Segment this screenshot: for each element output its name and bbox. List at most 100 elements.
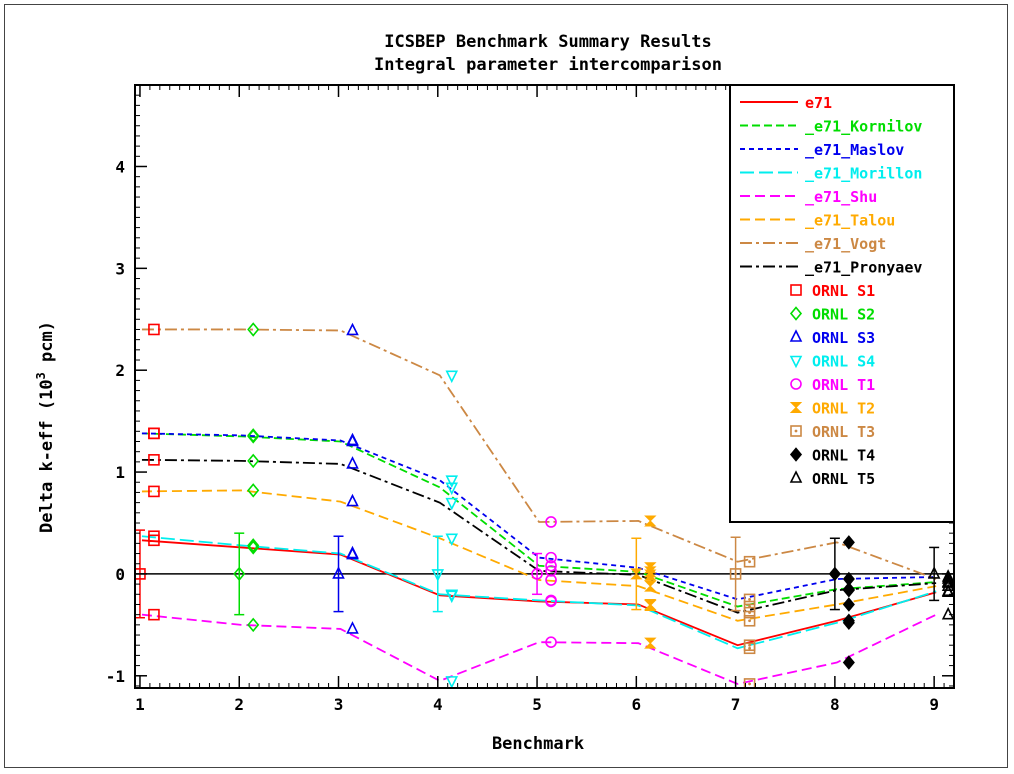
series-4-point-6 [743, 678, 756, 688]
series-2-point-4 [545, 551, 557, 564]
series-4-point-0-shape [148, 608, 160, 621]
experiment-marker-1-shape [233, 566, 246, 582]
series-6-point-0 [148, 323, 160, 336]
series-2-point-4-shape [545, 551, 557, 564]
series-4-point-4 [545, 636, 557, 648]
series-3-point-7-shape [842, 615, 855, 631]
experiment-marker-3 [431, 569, 445, 582]
series-6-point-6-shape [743, 555, 756, 568]
series-5-point-2-shape [346, 493, 359, 507]
x-tick-label-4: 5 [532, 695, 542, 714]
experiment-marker-5 [630, 568, 643, 580]
series-7-point-1-shape [247, 453, 260, 469]
legend-marker-1 [789, 306, 803, 321]
series-line-2 [141, 432, 937, 601]
series-3-point-2 [346, 545, 359, 559]
series-7-point-4 [545, 565, 557, 577]
series-4-point-2 [346, 621, 359, 634]
series-0-point-1-shape [247, 540, 260, 555]
legend-exp-label-5: ORNL T2 [812, 400, 875, 418]
legend-label-2: _e71_Maslov [805, 141, 904, 159]
experiment-point-1 [233, 532, 246, 616]
experiment-point-2 [332, 535, 345, 613]
series-4-point-8 [941, 606, 954, 620]
legend-exp-label-2: ORNL S3 [812, 329, 875, 347]
series-6-point-0-shape [148, 323, 160, 336]
series-2-point-1 [247, 428, 260, 443]
series-7-point-5-shape [644, 569, 657, 581]
legend-label-6: _e71_Vogt [805, 235, 886, 253]
series-line-3 [141, 535, 937, 650]
series-5-point-6-shape [743, 614, 756, 627]
series-6-point-1-shape [247, 322, 260, 337]
experiment-point-6 [729, 536, 742, 612]
legend-marker-5 [789, 402, 803, 413]
series-3-point-3-shape [445, 589, 459, 603]
y-tick-label-4: 3 [115, 259, 125, 278]
y-tick-label-0: -1 [106, 667, 125, 686]
series-5-point-3 [445, 533, 459, 547]
series-7-point-7-shape [842, 582, 855, 598]
series-4-point-1 [247, 617, 260, 633]
series-5-point-1-shape [247, 483, 260, 498]
series-2-point-2-shape [346, 432, 359, 446]
series-6-point-4 [545, 516, 557, 528]
series-5-point-8-shape [941, 578, 954, 591]
legend-label-3: _e71_Morillon [805, 165, 922, 183]
series-5-point-4-shape [545, 574, 557, 586]
legend-marker-5-shape [789, 402, 803, 413]
series-lines [141, 322, 954, 688]
experiment-marker-4-shape [531, 568, 543, 580]
legend-label-1: _e71_Kornilov [805, 118, 922, 136]
series-3-point-4-shape [545, 594, 557, 607]
x-tick-label-1: 2 [234, 695, 244, 714]
legend-marker-1-shape [789, 306, 803, 321]
series-5-point-7 [842, 597, 855, 612]
legend-marker-2-shape [789, 329, 803, 342]
legend-marker-4-shape [790, 378, 802, 390]
series-3-point-1 [247, 538, 260, 553]
series-5-point-2 [346, 493, 359, 507]
series-6-point-8 [941, 571, 954, 584]
series-6-point-3-shape [445, 370, 459, 384]
series-5-point-6 [743, 614, 756, 627]
experiment-marker-3-shape [431, 569, 445, 582]
series-2-point-2 [346, 432, 359, 446]
series-1-point-3 [445, 482, 459, 496]
series-3-point-6-dot [748, 646, 751, 650]
series-4-point-6-shape [743, 678, 756, 688]
experiment-marker-8-shape [927, 566, 941, 579]
legend-label-5: _e71_Talou [805, 212, 895, 230]
series-7-point-0-shape [148, 454, 160, 466]
legend-exp-label-3: ORNL S4 [812, 353, 875, 371]
series-4-point-7 [842, 655, 855, 670]
series-5-point-5-shape [644, 580, 657, 592]
series-5-point-1 [247, 483, 260, 498]
legend-label-4: _e71_Shu [805, 188, 877, 206]
series-2-point-1-shape [247, 428, 260, 443]
series-4-point-7-shape [842, 655, 855, 670]
x-tick-label-7: 8 [830, 695, 840, 714]
series-5-point-8 [941, 578, 954, 591]
series-7-point-4-shape [545, 565, 557, 577]
series-5-point-0-shape [148, 485, 160, 498]
series-7-point-3-shape [445, 497, 459, 511]
series-6-point-2-shape [346, 322, 359, 336]
series-6-point-8-shape [941, 571, 954, 584]
series-6-point-1 [247, 322, 260, 337]
series-7-point-8 [941, 575, 954, 588]
legend-exp-label-7: ORNL T4 [812, 447, 875, 465]
series-3-point-0 [148, 530, 160, 543]
experiment-point-4 [531, 552, 543, 596]
series-4-point-4-shape [545, 636, 557, 648]
legend: e71 _e71_Kornilov _e71_Maslov _e71_Morillon… [729, 84, 955, 523]
series-1-point-3-shape [445, 482, 459, 496]
series-2-point-6 [743, 593, 756, 606]
figure-frame [4, 4, 1008, 768]
legend-label-7: _e71_Pronyaev [805, 259, 922, 277]
series-5-point-6-dot [748, 619, 751, 623]
legend-marker-6-dot [794, 429, 798, 433]
series-4-point-1-shape [247, 617, 260, 633]
series-3-point-5-shape [644, 599, 657, 611]
